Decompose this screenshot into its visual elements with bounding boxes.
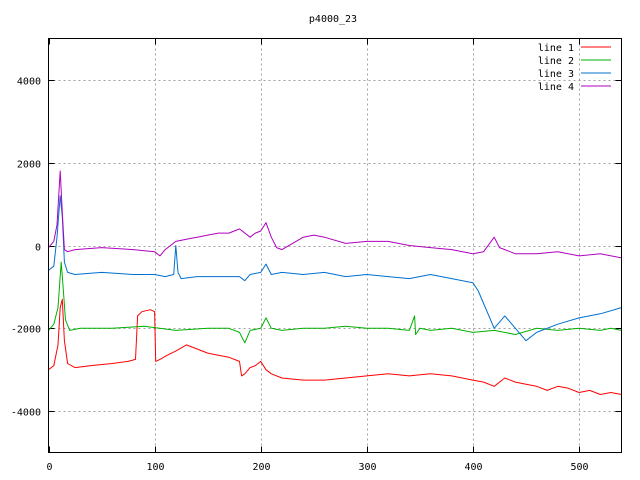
y-tick-label: 4000 bbox=[17, 77, 41, 88]
x-tick-label: 400 bbox=[464, 462, 482, 473]
x-tick-label: 100 bbox=[146, 462, 164, 473]
plot-frame bbox=[48, 38, 622, 453]
legend-label-1: line 1 bbox=[538, 43, 574, 54]
axes: 0 100 200 300 400 500 -4000 -2000 0 2000 4000 bbox=[11, 38, 622, 473]
y-tick-label: -4000 bbox=[11, 408, 41, 419]
chart-title: p4000_23 bbox=[309, 14, 357, 25]
legend-label-4: line 4 bbox=[538, 82, 574, 93]
y-tick-label: 0 bbox=[35, 243, 41, 254]
legend-label-3: line 3 bbox=[538, 69, 574, 80]
y-tick-label: -2000 bbox=[11, 325, 41, 336]
x-tick-label: 0 bbox=[46, 462, 52, 473]
legend: line 1 line 2 line 3 line 4 bbox=[538, 43, 611, 93]
x-tick-label: 300 bbox=[358, 462, 376, 473]
x-tick-label: 500 bbox=[570, 462, 588, 473]
series-lines bbox=[48, 170, 622, 395]
y-tick-label: 2000 bbox=[17, 160, 41, 171]
series-line-2 bbox=[48, 261, 622, 344]
grid bbox=[48, 38, 622, 453]
series-line-1 bbox=[48, 298, 622, 395]
series-line-3 bbox=[48, 195, 622, 342]
x-tick-label: 200 bbox=[252, 462, 270, 473]
legend-label-2: line 2 bbox=[538, 56, 574, 67]
series-line-4 bbox=[48, 170, 622, 259]
